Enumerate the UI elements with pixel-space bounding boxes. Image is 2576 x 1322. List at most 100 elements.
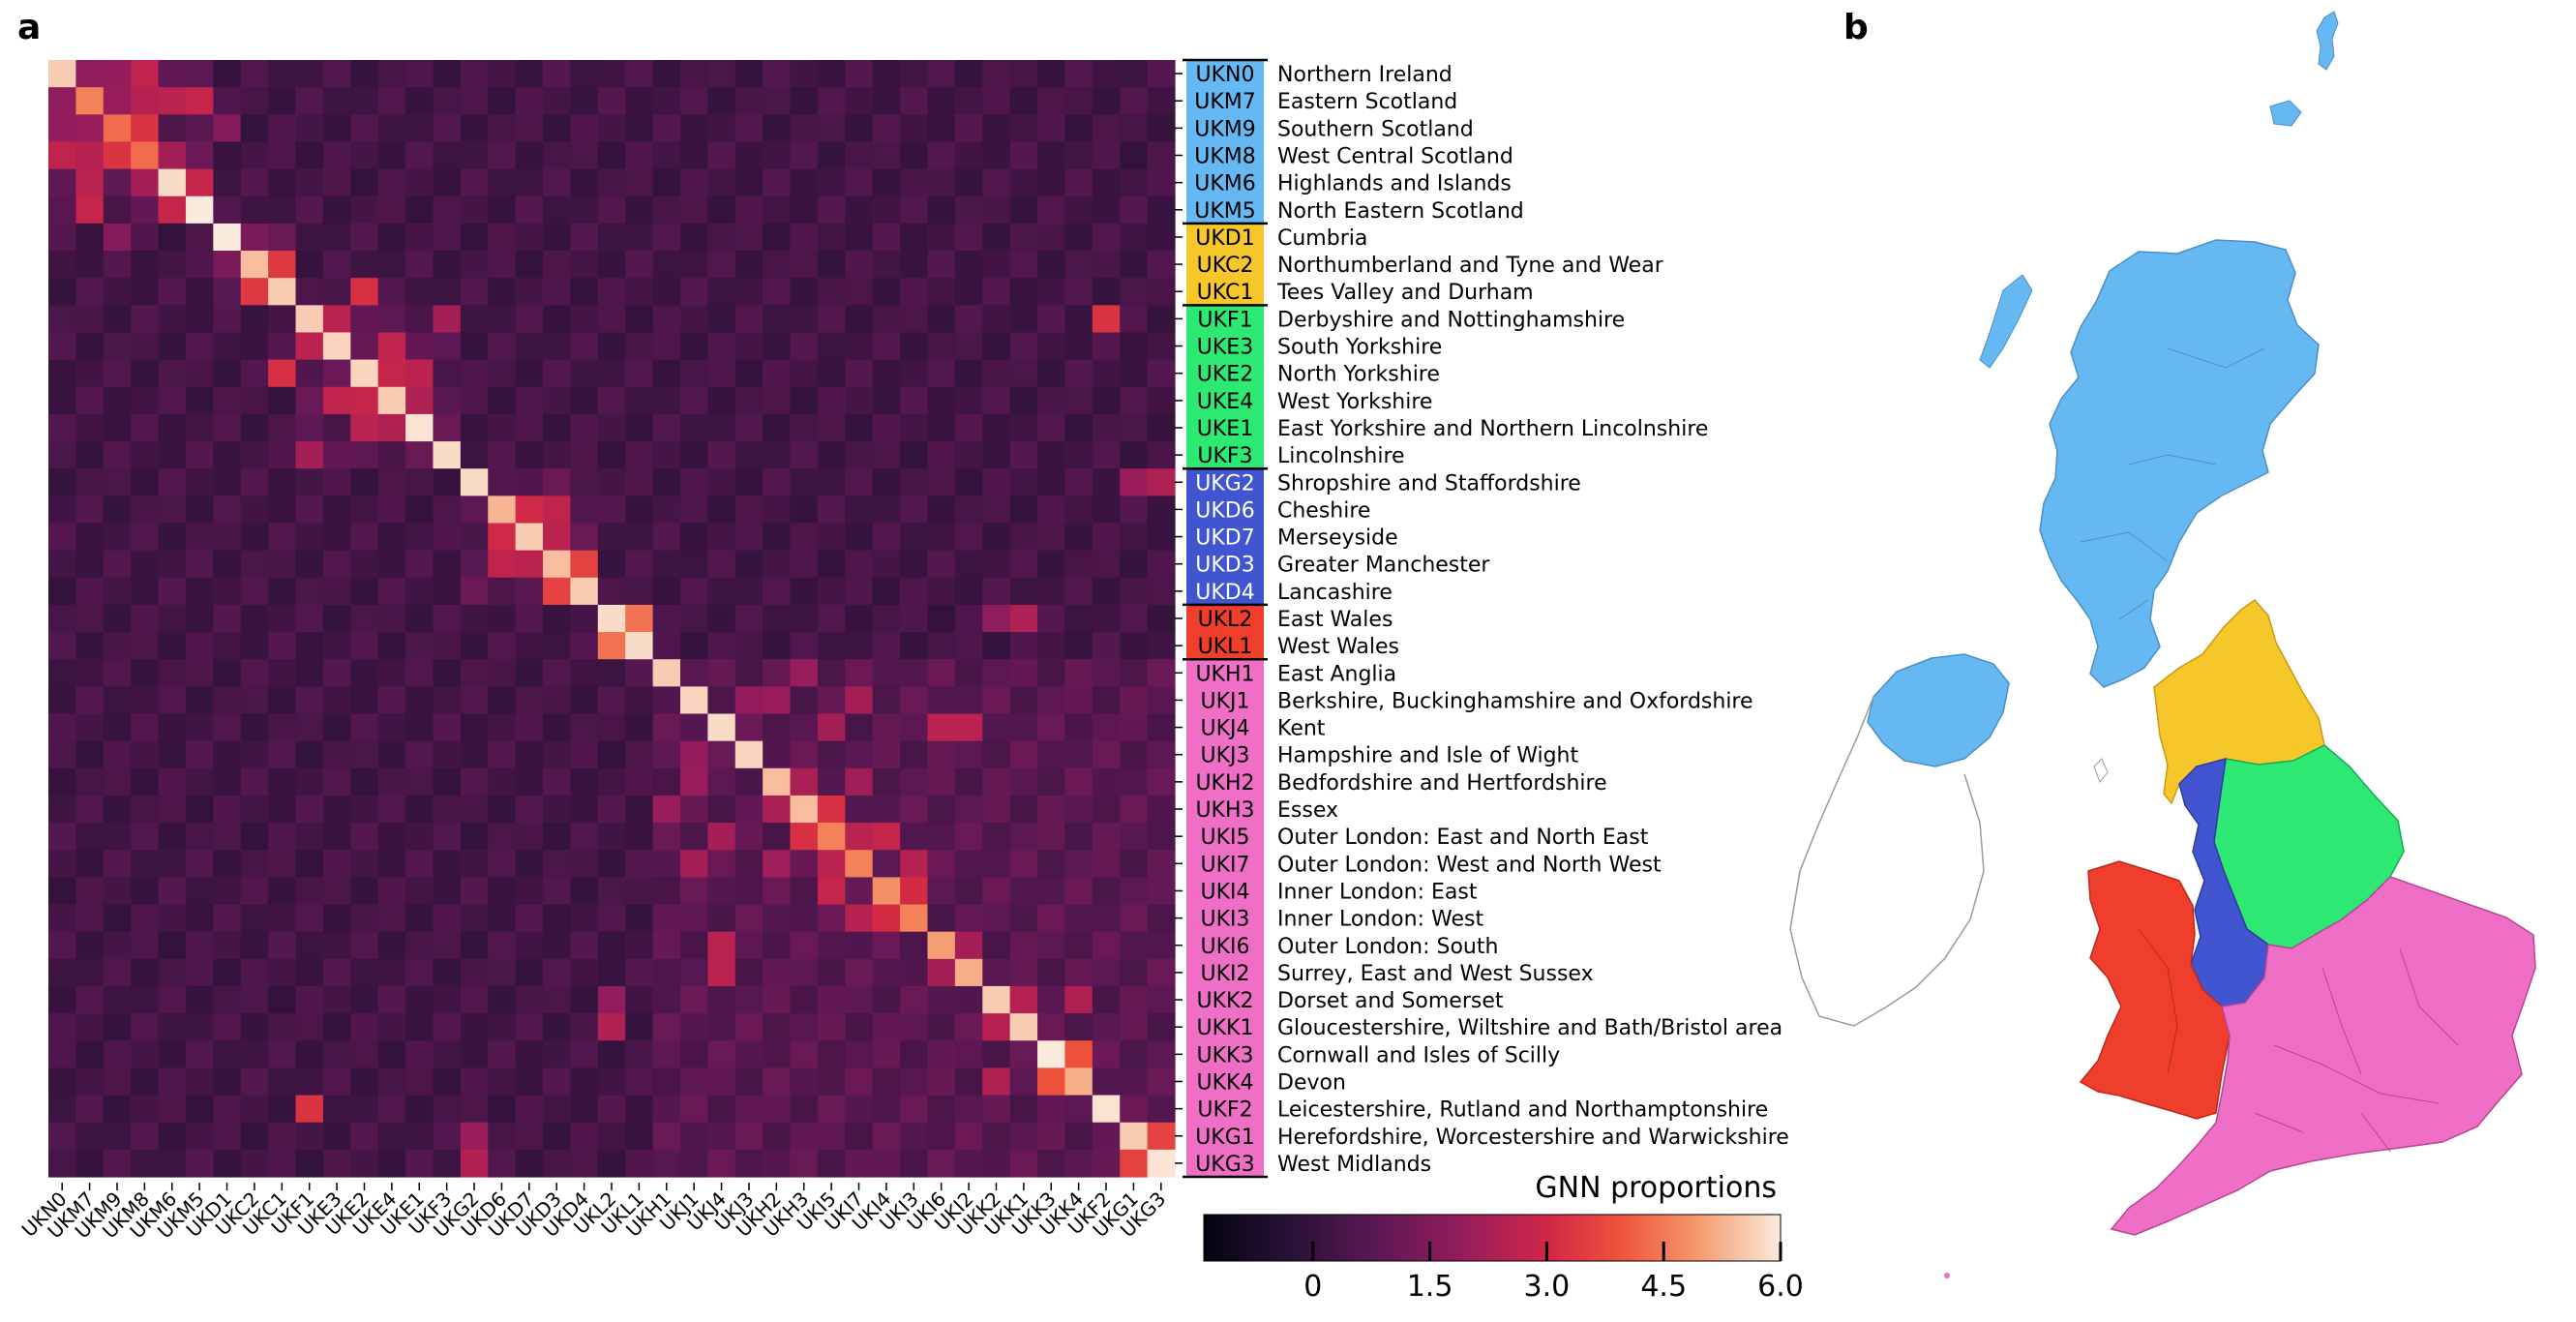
heatmap-cell-UKK2-UKM8 <box>131 985 160 1014</box>
heatmap-cell-UKI3-UKE1 <box>405 904 434 933</box>
heatmap-cell-UKF2-UKG1 <box>1120 1095 1149 1124</box>
heatmap-cell-UKK2-UKI3 <box>900 985 929 1014</box>
heatmap-cell-UKH1-UKD4 <box>570 659 599 687</box>
heatmap-cell-UKM6-UKJ3 <box>734 168 764 197</box>
heatmap-cell-UKK2-UKG2 <box>460 985 489 1014</box>
heatmap-cell-UKG2-UKI6 <box>927 468 956 496</box>
heatmap-cell-UKI7-UKD3 <box>543 850 572 878</box>
heatmap-cell-UKK2-UKM5 <box>185 985 214 1014</box>
heatmap-cell-UKD4-UKE3 <box>322 577 351 606</box>
heatmap-cell-UKC1-UKD1 <box>213 278 242 306</box>
heatmap-cell-UKM5-UKI3 <box>900 195 929 225</box>
heatmap-cell-UKD3-UKM9 <box>103 550 132 579</box>
heatmap-cell-UKF1-UKC1 <box>268 305 297 334</box>
heatmap-cell-UKE1-UKK1 <box>1009 413 1038 442</box>
heatmap-cell-UKF1-UKI5 <box>817 305 846 334</box>
heatmap-cell-UKE4-UKD6 <box>488 386 517 415</box>
heatmap-cell-UKC1-UKJ3 <box>734 278 764 306</box>
heatmap-cell-UKL2-UKI6 <box>927 604 956 633</box>
heatmap-cell-UKD6-UKD3 <box>543 496 572 525</box>
heatmap-cell-UKG2-UKF2 <box>1092 468 1121 496</box>
heatmap-cell-UKM8-UKF2 <box>1092 141 1121 170</box>
heatmap-cell-UKJ1-UKI2 <box>954 686 983 715</box>
heatmap-cell-UKE2-UKK2 <box>982 359 1011 388</box>
heatmap-cell-UKF3-UKK1 <box>1009 441 1038 469</box>
heatmap-cell-UKI4-UKD1 <box>213 877 242 906</box>
map-internal-borders-south <box>2254 947 2459 1153</box>
heatmap-cell-UKG1-UKM6 <box>158 1122 187 1151</box>
heatmap-cell-UKE3-UKF2 <box>1092 332 1121 361</box>
heatmap-cell-UKD1-UKL2 <box>597 223 626 252</box>
heatmap-cell-UKC1-UKE3 <box>322 278 351 306</box>
heatmap-cell-UKF2-UKE4 <box>377 1095 406 1124</box>
heatmap-cell-UKI5-UKI5 <box>817 823 846 851</box>
heatmap-cell-UKD1-UKD1 <box>213 223 242 252</box>
heatmap-cell-UKE3-UKD1 <box>213 332 242 361</box>
heatmap-cell-UKI2-UKK1 <box>1009 958 1038 987</box>
heatmap-cell-UKD1-UKC2 <box>240 223 269 252</box>
region-name-label: Herefordshire, Worcestershire and Warwic… <box>1277 1126 1789 1150</box>
heatmap-cell-UKJ1-UKK2 <box>982 686 1011 715</box>
heatmap-cell-UKG1-UKN0 <box>48 1122 76 1151</box>
heatmap-cell-UKJ1-UKJ3 <box>734 686 764 715</box>
heatmap-cell-UKH2-UKM8 <box>131 767 160 796</box>
heatmap-cell-UKE3-UKD3 <box>543 332 572 361</box>
heatmap-cell-UKE3-UKE2 <box>350 332 379 361</box>
heatmap-cell-UKK1-UKK1 <box>1009 1013 1038 1041</box>
heatmap-cell-UKD3-UKK4 <box>1064 550 1093 579</box>
heatmap-cell-UKE1-UKE2 <box>350 413 379 442</box>
heatmap-cell-UKD3-UKM7 <box>75 550 105 579</box>
heatmap-cell-UKF3-UKE2 <box>350 441 379 469</box>
heatmap-cell-UKG1-UKE1 <box>405 1122 434 1151</box>
heatmap-cell-UKM6-UKH3 <box>790 168 819 197</box>
heatmap-cell-UKK1-UKI7 <box>845 1013 874 1041</box>
heatmap-cell-UKG1-UKL2 <box>597 1122 626 1151</box>
heatmap-cell-UKI3-UKI7 <box>845 904 874 933</box>
heatmap-cell-UKM5-UKI4 <box>872 195 901 225</box>
heatmap-cell-UKD7-UKC2 <box>240 523 269 552</box>
heatmap-cell-UKI5-UKL1 <box>625 823 654 851</box>
heatmap-cell-UKJ3-UKL2 <box>597 740 626 769</box>
heatmap-cell-UKK4-UKI5 <box>817 1067 846 1097</box>
heatmap-cell-UKH1-UKM7 <box>75 659 105 687</box>
heatmap-cell-UKL1-UKG2 <box>460 632 489 660</box>
heatmap-cell-UKD7-UKJ4 <box>707 523 736 552</box>
heatmap-cell-UKM7-UKN0 <box>48 87 76 115</box>
heatmap-cell-UKL2-UKH2 <box>763 604 792 633</box>
heatmap-cell-UKI7-UKE3 <box>322 850 351 878</box>
heatmap-cell-UKH2-UKF1 <box>295 767 324 796</box>
heatmap-cell-UKM6-UKE1 <box>405 168 434 197</box>
heatmap-cell-UKN0-UKM6 <box>158 60 187 88</box>
heatmap-cell-UKM5-UKN0 <box>48 195 76 225</box>
heatmap-cell-UKK2-UKK2 <box>982 985 1011 1014</box>
heatmap-cell-UKD1-UKM5 <box>185 223 214 252</box>
heatmap-cell-UKM7-UKC1 <box>268 87 297 115</box>
heatmap-cell-UKH3-UKK1 <box>1009 795 1038 824</box>
heatmap-cell-UKJ1-UKI7 <box>845 686 874 715</box>
heatmap-cell-UKF3-UKK4 <box>1064 441 1093 469</box>
heatmap-cell-UKJ4-UKI7 <box>845 713 874 742</box>
heatmap-cell-UKK1-UKF1 <box>295 1013 324 1041</box>
heatmap-cell-UKM8-UKH2 <box>763 141 792 170</box>
heatmap-cell-UKL1-UKH3 <box>790 632 819 660</box>
heatmap-cell-UKK3-UKN0 <box>48 1040 76 1069</box>
heatmap-cell-UKJ1-UKK4 <box>1064 686 1093 715</box>
heatmap-cell-UKE4-UKH3 <box>790 386 819 415</box>
heatmap-cell-UKK1-UKK3 <box>1037 1013 1066 1041</box>
heatmap-cell-UKK1-UKF2 <box>1092 1013 1121 1041</box>
heatmap-cell-UKM5-UKK4 <box>1064 195 1093 225</box>
heatmap-cell-UKH2-UKI6 <box>927 767 956 796</box>
heatmap-cell-UKG1-UKC2 <box>240 1122 269 1151</box>
heatmap-cell-UKK1-UKD4 <box>570 1013 599 1041</box>
region-code-box <box>1186 359 1264 388</box>
heatmap-cell-UKK4-UKI2 <box>954 1067 983 1097</box>
heatmap-cell-UKF1-UKJ1 <box>679 305 708 334</box>
heatmap-cell-UKF1-UKK4 <box>1064 305 1093 334</box>
heatmap-cell-UKM6-UKF3 <box>433 168 462 197</box>
heatmap-cell-UKG1-UKD7 <box>515 1122 544 1151</box>
heatmap-cell-UKD6-UKD7 <box>515 496 544 525</box>
heatmap-cell-UKM9-UKN0 <box>48 114 76 143</box>
heatmap-cell-UKG1-UKF3 <box>433 1122 462 1151</box>
heatmap-cell-UKM5-UKE4 <box>377 195 406 225</box>
heatmap-cell-UKD3-UKI7 <box>845 550 874 579</box>
